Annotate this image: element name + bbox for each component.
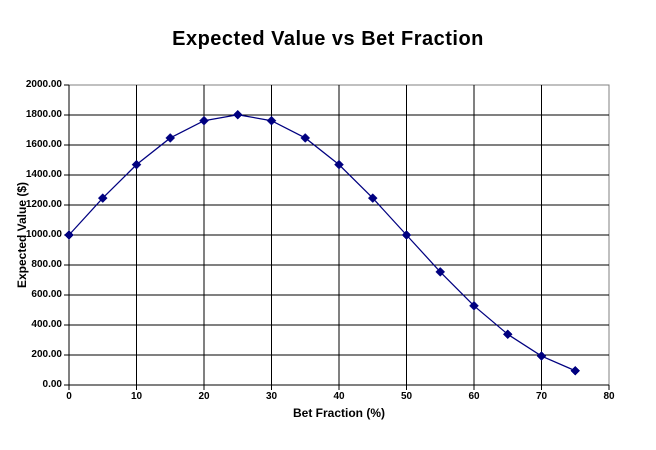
data-point-marker: [165, 133, 176, 143]
data-point-marker: [64, 230, 74, 240]
chart-title: Expected Value vs Bet Fraction: [172, 28, 484, 50]
y-tick-label: 400.00: [31, 319, 62, 330]
data-point-marker: [300, 133, 311, 143]
x-tick-label: 40: [333, 391, 345, 402]
x-tick-label: 0: [66, 391, 72, 402]
data-point-marker: [199, 115, 209, 126]
y-tick-label: 1400.00: [25, 169, 62, 180]
y-tick-label: 1800.00: [25, 109, 62, 120]
x-tick-label: 60: [468, 391, 480, 402]
y-tick-label: 0.00: [42, 379, 62, 390]
y-tick-label: 1600.00: [25, 139, 62, 150]
data-point-marker: [232, 109, 243, 120]
x-tick-label: 10: [130, 391, 143, 402]
data-point-marker: [536, 351, 547, 361]
data-point-marker: [334, 159, 344, 170]
x-tick-label: 70: [535, 391, 548, 402]
x-tick-label: 50: [400, 391, 413, 402]
y-tick-label: 1000.00: [25, 229, 62, 240]
y-tick-label: 1200.00: [25, 199, 62, 210]
data-point-marker: [367, 193, 378, 203]
y-tick-label: 800.00: [31, 259, 62, 270]
data-point-marker: [502, 329, 513, 340]
data-point-marker: [401, 230, 412, 240]
series-line: [68, 114, 576, 372]
data-point-marker: [131, 159, 142, 170]
y-tick-label: 2000.00: [25, 79, 62, 90]
data-point-marker: [435, 267, 446, 277]
y-tick-label: 200.00: [31, 349, 62, 360]
x-axis-title: Bet Fraction (%): [292, 406, 386, 420]
y-tick-label: 600.00: [31, 289, 62, 300]
x-tick-label: 80: [603, 391, 615, 402]
x-tick-label: 30: [265, 391, 278, 402]
x-tick-label: 20: [198, 391, 210, 402]
data-point-marker: [266, 115, 277, 126]
data-point-marker: [97, 193, 108, 203]
data-point-marker: [570, 365, 581, 376]
data-point-marker: [469, 300, 479, 311]
